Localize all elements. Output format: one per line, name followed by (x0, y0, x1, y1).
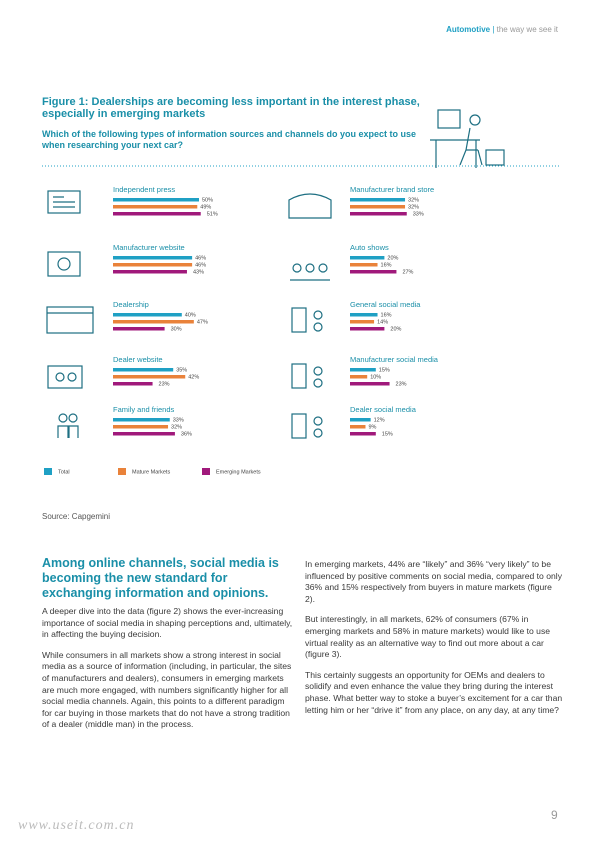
value-label: 32% (408, 204, 419, 210)
bar (113, 432, 175, 436)
value-label: 42% (188, 374, 199, 380)
bar (350, 327, 385, 331)
paragraph: But interestingly, in all markets, 62% o… (305, 614, 551, 660)
value-label: 16% (381, 262, 392, 268)
icons (46, 190, 332, 439)
category-label: Dealer website (113, 355, 163, 364)
value-label: 15% (382, 431, 393, 437)
bar (113, 320, 194, 324)
bar (350, 425, 366, 429)
category-label: Manufacturer brand store (350, 185, 434, 194)
value-label: 46% (195, 262, 206, 268)
value-label: 40% (185, 312, 196, 318)
bar (113, 313, 182, 317)
right-column: In emerging markets, 44% are “likely” an… (305, 559, 563, 725)
value-label: 30% (171, 326, 182, 332)
bar (350, 418, 371, 422)
value-label: 20% (390, 326, 401, 332)
bar (113, 263, 193, 267)
figure-subtitle: Which of the following types of informat… (42, 129, 417, 150)
category-label: Dealership (113, 300, 149, 309)
bar (113, 382, 153, 386)
legend-label: Emerging Markets (216, 469, 261, 475)
bar (350, 432, 376, 436)
bar (350, 263, 378, 267)
bar (113, 270, 187, 274)
value-label: 32% (171, 424, 182, 430)
value-label: 32% (408, 197, 419, 203)
value-label: 23% (396, 381, 407, 387)
bar (350, 270, 397, 274)
value-label: 50% (202, 197, 213, 203)
category-label: Dealer social media (350, 405, 417, 414)
figure-title: Figure 1: Dealerships are becoming less … (42, 96, 420, 120)
bar (350, 320, 375, 324)
bar (113, 375, 186, 379)
value-label: 35% (176, 367, 187, 373)
value-label: 27% (402, 269, 413, 275)
paragraph: In emerging markets, 44% are “likely” an… (305, 559, 562, 604)
bar (113, 256, 193, 260)
watermark: www.useit.com.cn (18, 818, 135, 833)
section: Automotive (446, 25, 491, 34)
bar (350, 375, 368, 379)
value-label: 46% (195, 255, 206, 261)
value-label: 51% (207, 211, 218, 217)
value-label: 9% (368, 424, 376, 430)
category-label: Auto shows (350, 243, 389, 252)
bar (350, 313, 378, 317)
divider: | (490, 25, 497, 34)
value-label: 33% (173, 417, 184, 423)
bar (113, 327, 165, 331)
value-label: 47% (197, 319, 208, 325)
bar (113, 205, 198, 209)
value-label: 33% (413, 211, 424, 217)
bar (113, 212, 201, 216)
category-label: General social media (350, 300, 421, 309)
value-label: 43% (193, 269, 204, 275)
paragraph: While consumers in all markets show a st… (42, 649, 292, 730)
legend-swatch (118, 468, 126, 475)
tagline: the way we see it (496, 25, 558, 34)
bar (350, 256, 385, 260)
bar (350, 382, 390, 386)
heading: Among online channels, social media is b… (42, 556, 279, 600)
legend-swatch (44, 468, 52, 475)
value-label: 12% (374, 417, 385, 423)
source: Source: Capgemini (42, 512, 110, 521)
category-label: Manufacturer social media (350, 355, 439, 364)
page-number: 9 (551, 808, 558, 822)
legend-label: Mature Markets (132, 469, 170, 475)
value-label: 36% (181, 431, 192, 437)
value-label: 20% (387, 255, 398, 261)
paragraph: This certainly suggests an opportunity f… (305, 669, 563, 715)
paragraph: A deeper dive into the data (figure 2) s… (42, 606, 293, 640)
value-label: 10% (370, 374, 381, 380)
bar (350, 368, 376, 372)
bar (350, 198, 406, 202)
bar (113, 368, 174, 372)
value-label: 16% (381, 312, 392, 318)
left-column: A deeper dive into the data (figure 2) s… (42, 606, 294, 740)
value-label: 15% (379, 367, 390, 373)
legend-label: Total (58, 469, 70, 475)
category-label: Family and friends (113, 405, 175, 414)
value-label: 14% (377, 319, 388, 325)
bar (113, 418, 170, 422)
bar (350, 212, 407, 216)
bar (113, 425, 169, 429)
legend-swatch (202, 468, 210, 475)
value-label: 23% (159, 381, 170, 387)
category-label: Independent press (113, 185, 175, 194)
value-label: 49% (200, 204, 211, 210)
bar (350, 205, 406, 209)
category-label: Manufacturer website (113, 243, 185, 252)
reader-illustration (430, 109, 505, 168)
header: Automotive | the way we see it (446, 25, 558, 34)
bar (113, 198, 199, 202)
chart: Source: Capgemini Independent press 50%49… (42, 109, 560, 521)
